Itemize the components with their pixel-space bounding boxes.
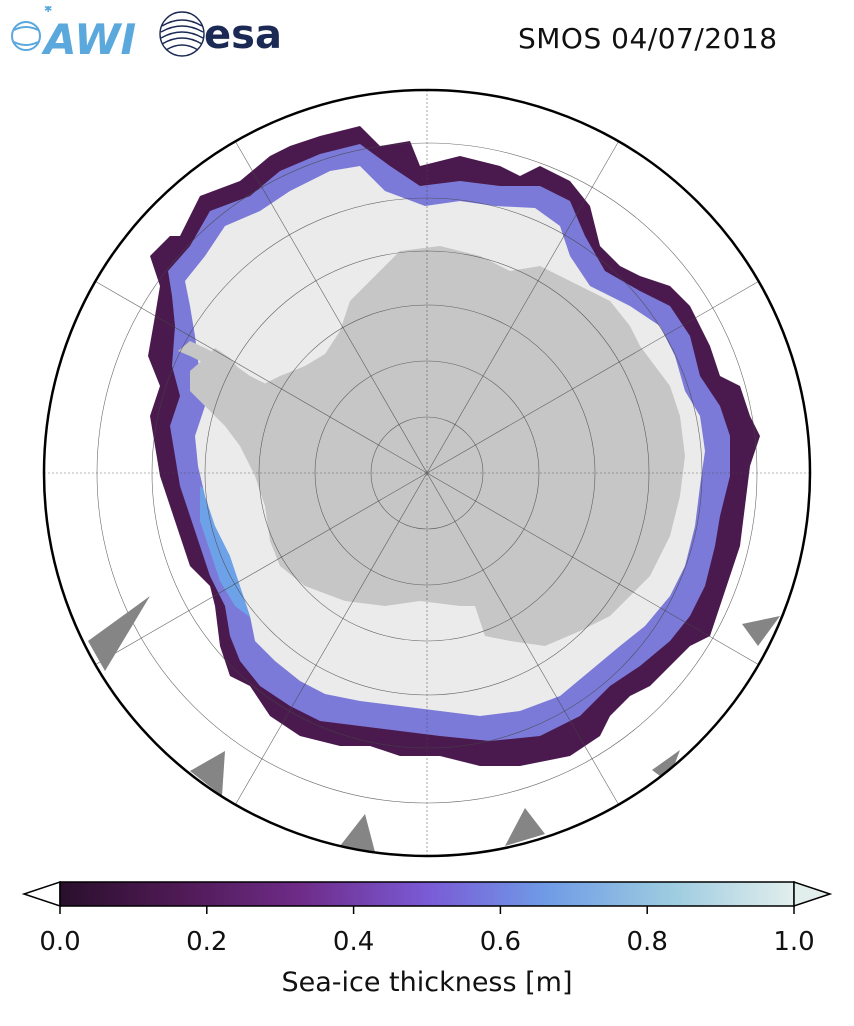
colorbar-tick-label: 1.0 [773, 927, 814, 957]
header: ✱ AWI esa SMOS 04/07/2018 [0, 0, 854, 80]
graticule-meridians [44, 90, 810, 856]
colorbar-extend-min [21, 880, 61, 908]
colorbar-tick-label: 0.0 [39, 927, 80, 957]
colorbar-label: Sea-ice thickness [m] [281, 967, 572, 998]
colorbar-extend-max [793, 880, 833, 908]
colorbar-gradient [59, 881, 795, 907]
antarctic-peninsula [178, 341, 270, 396]
date-title: SMOS 04/07/2018 [518, 22, 778, 55]
map-boundary [42, 88, 812, 858]
colorbar-tick-label: 0.8 [627, 927, 668, 957]
colorbar-tick-label: 0.4 [333, 927, 374, 957]
awi-logo-text: AWI [41, 15, 136, 62]
no-data-gaps [88, 596, 780, 852]
colorbar: 0.0 0.2 0.4 0.6 0.8 1.0 Sea-ice thickness [m] [21, 880, 833, 998]
antarctica-land [190, 246, 685, 646]
awi-logo: ✱ AWI [11, 6, 136, 62]
esa-logo: esa [159, 11, 282, 58]
colorbar-tick-label: 0.2 [186, 927, 227, 957]
polar-map [42, 88, 812, 858]
esa-logo-text: esa [204, 12, 282, 58]
colorbar-tick-label: 0.6 [480, 927, 521, 957]
svg-text:✱: ✱ [44, 6, 52, 15]
colorbar-ticks: 0.0 0.2 0.4 0.6 0.8 1.0 [39, 906, 815, 957]
